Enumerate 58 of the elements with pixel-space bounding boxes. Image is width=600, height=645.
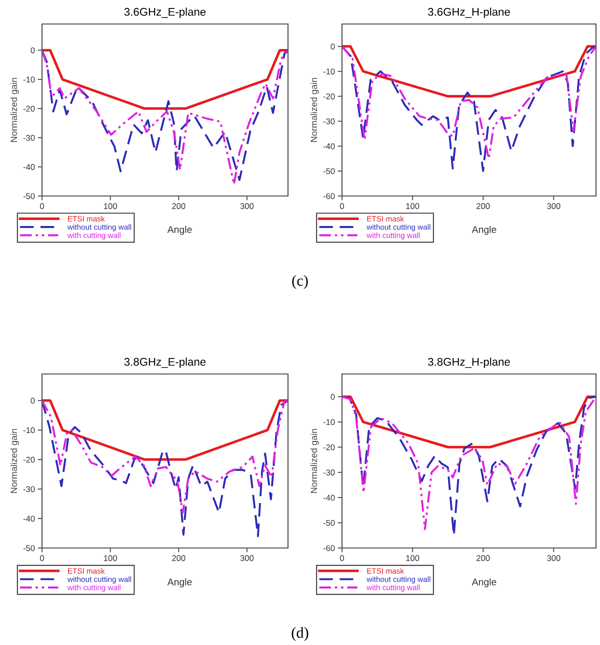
x-axis-title: Angle [472,578,496,588]
y-tick-label: -30 [323,470,335,476]
y-tick-label: 0 [330,394,335,400]
y-tick-label: -30 [23,486,35,492]
x-tick-label: 300 [547,203,560,210]
y-axis-title: Normalized gain [310,428,319,493]
y-tick-label: -10 [23,76,35,82]
x-axis-title: Angle [472,226,496,235]
y-tick-label: -10 [23,427,35,434]
x-tick-label: 300 [240,203,254,210]
text: (c) [292,275,308,289]
x-tick-label: 200 [172,203,186,210]
y-tick-label: -10 [323,68,335,74]
y-tick-label: -20 [23,106,35,112]
y-tick-label: -50 [23,545,35,552]
chart-title: 3.8GHz_E-plane [124,358,206,368]
y-axis-title: Normalized gain [10,78,19,142]
line-series [42,400,288,514]
x-tick-label: 100 [104,555,117,562]
x-tick-label: 0 [340,203,344,210]
x-tick-label: 0 [40,203,44,210]
y-tick-label: -40 [23,516,35,522]
y-tick-label: -20 [23,456,35,463]
x-tick-label: 0 [40,555,44,562]
y-tick-label: -50 [23,193,35,200]
x-tick-label: 100 [104,203,117,210]
y-tick-label: -60 [323,193,335,200]
chart-title: 3.6GHz_H-plane [428,8,510,18]
y-tick-label: -50 [323,520,335,526]
chart-title: 3.8GHz_H-plane [428,358,510,368]
y-axis-title: Normalized gain [310,78,319,142]
y-tick-label: 0 [30,398,35,404]
y-tick-label: -10 [323,419,335,426]
x-tick-label: 0 [340,555,344,562]
x-axis-title: Angle [167,226,192,235]
x-tick-label: 300 [547,555,560,562]
x-tick-label: 200 [172,555,186,562]
y-tick-label: -20 [323,93,335,100]
x-axis-title: Angle [167,578,192,588]
y-tick-label: -40 [323,143,335,150]
y-tick-label: -20 [323,444,335,450]
y-tick-label: -40 [23,164,35,170]
y-axis-title: Normalized gain [10,428,19,493]
text: (d) [292,627,308,641]
x-tick-label: 200 [476,203,490,210]
y-tick-label: 0 [30,47,35,54]
x-tick-label: 300 [240,555,254,562]
x-tick-label: 200 [476,555,490,562]
y-tick-label: -60 [323,545,335,552]
x-tick-label: 100 [406,203,420,210]
y-tick-label: 0 [330,44,335,50]
x-tick-label: 100 [406,555,420,562]
chart-title: 3.6GHz_E-plane [124,8,206,18]
y-tick-label: -30 [323,118,335,124]
y-tick-label: -50 [323,168,335,174]
y-tick-label: -40 [323,494,335,501]
line-series [42,400,288,538]
y-tick-label: -30 [23,134,35,141]
